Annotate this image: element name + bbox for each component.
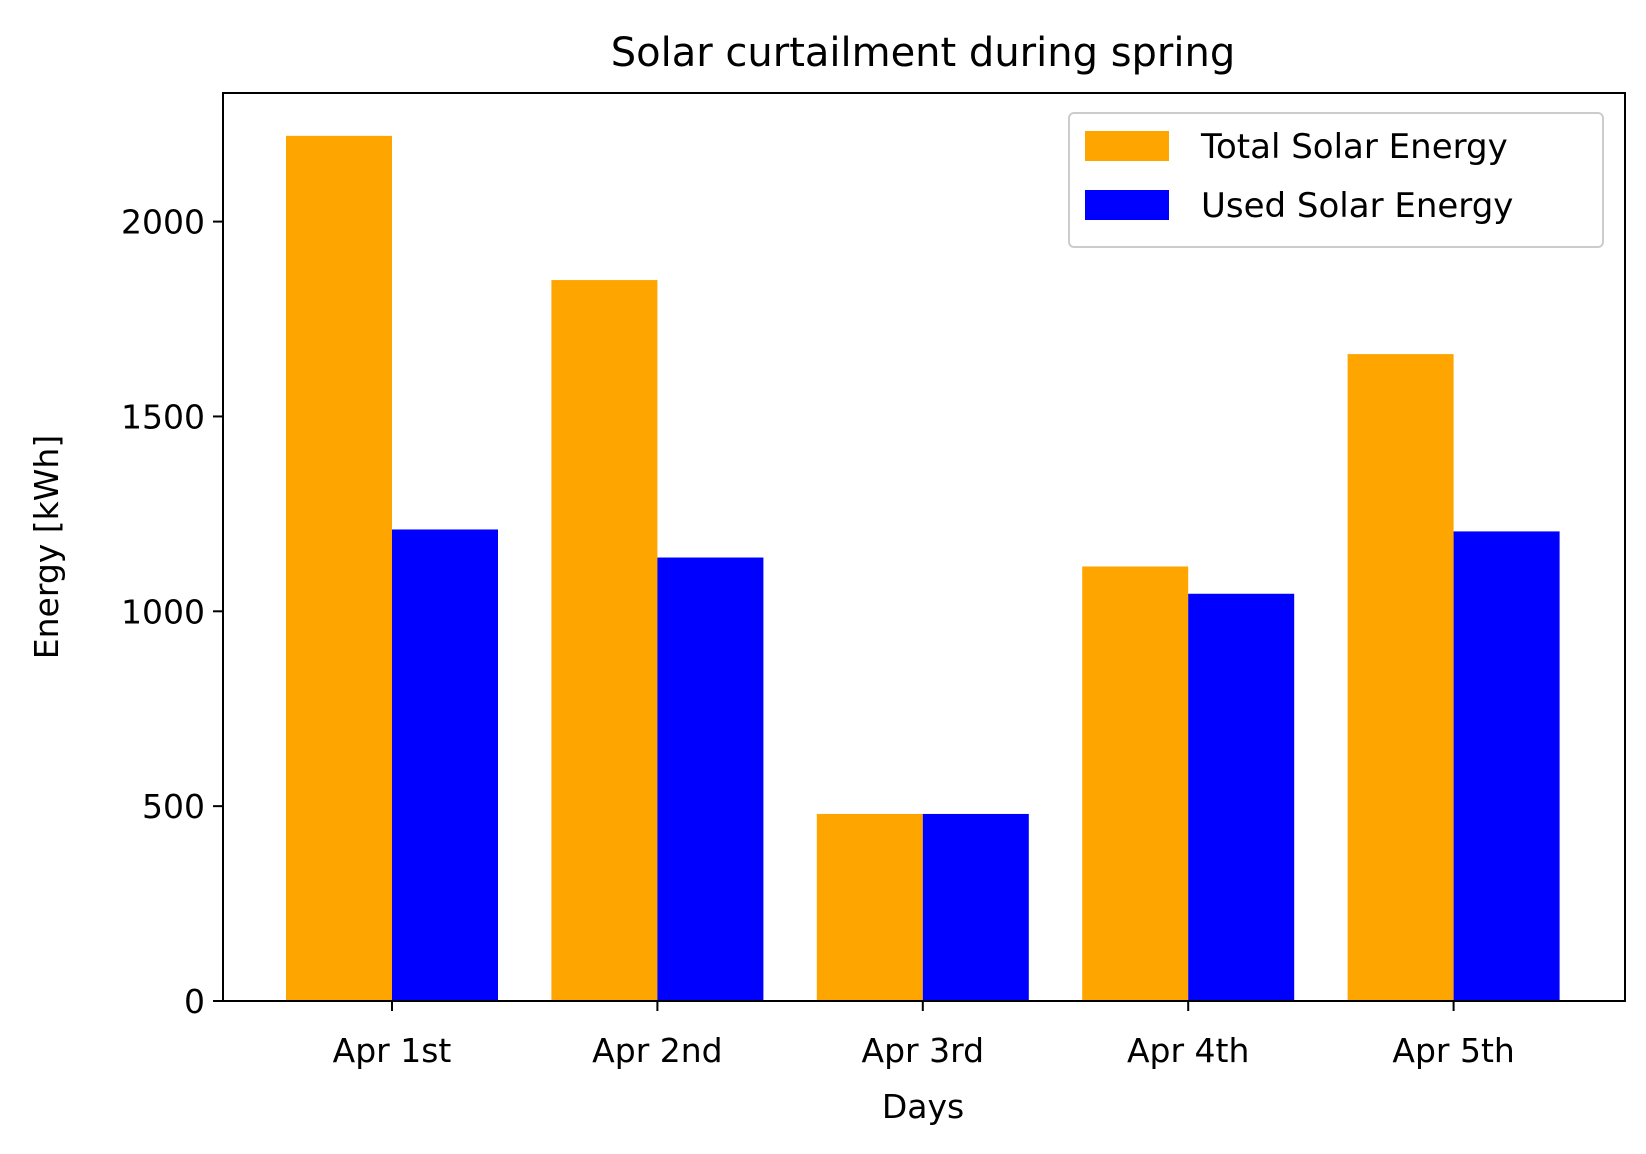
bar-total-5 (1347, 354, 1454, 1001)
y-tick-label-4: 2000 (121, 203, 205, 242)
bar-used-5 (1453, 531, 1560, 1001)
y-tick-label-0: 0 (184, 982, 205, 1021)
y-tick-label-2: 1000 (121, 592, 205, 631)
bar-total-1 (286, 135, 392, 1002)
y-axis: 0 500 1000 1500 2000 (121, 203, 223, 1021)
x-tick-label-4: Apr 4th (1127, 1031, 1249, 1070)
chart-title: Solar curtailment during spring (611, 30, 1235, 76)
legend: Total Solar Energy Used Solar Energy (1068, 112, 1604, 248)
bar-total-4 (1082, 566, 1189, 1001)
legend-swatch-used (1085, 190, 1169, 220)
legend-label-used: Used Solar Energy (1201, 186, 1513, 226)
x-tick-label-5: Apr 5th (1392, 1031, 1514, 1070)
x-tick-label-3: Apr 3rd (862, 1031, 985, 1070)
x-axis: Apr 1st Apr 2nd Apr 3rd Apr 4th Apr 5th (333, 1001, 1515, 1070)
plot-frame (222, 92, 1626, 1002)
bar-used-2 (657, 557, 764, 1001)
bar-used-1 (392, 529, 498, 1001)
legend-label-total: Total Solar Energy (1200, 127, 1508, 167)
x-axis-label: Days (882, 1087, 964, 1126)
y-axis-label: Energy [kWh] (27, 435, 66, 659)
bars-group (286, 135, 1560, 1002)
x-tick-label-2: Apr 2nd (592, 1031, 722, 1070)
y-tick-label-1: 500 (142, 787, 205, 826)
y-tick-label-3: 1500 (121, 397, 205, 436)
bar-total-3 (816, 813, 923, 1001)
bar-used-4 (1188, 593, 1295, 1001)
legend-swatch-total (1085, 131, 1169, 161)
bar-used-3 (922, 813, 1029, 1001)
bar-total-2 (551, 280, 658, 1001)
x-tick-label-1: Apr 1st (333, 1031, 452, 1070)
legend-box (1068, 112, 1604, 248)
